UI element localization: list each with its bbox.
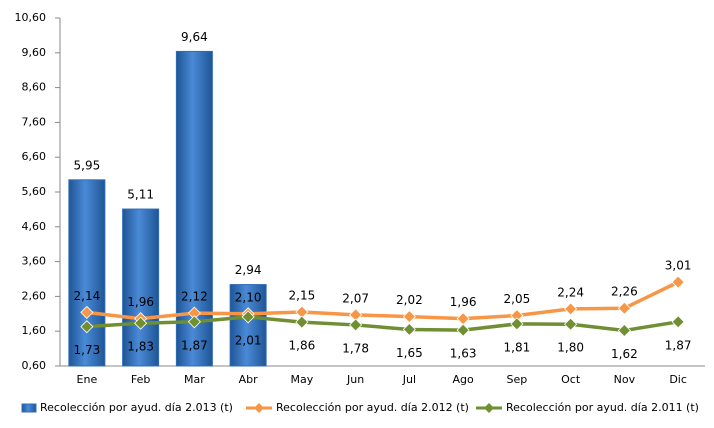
y-tick-label: 9,60 xyxy=(22,46,47,59)
bar xyxy=(122,208,160,367)
marker xyxy=(671,275,685,289)
data-label: 1,96 xyxy=(450,295,477,309)
marker xyxy=(241,310,255,324)
y-tick-label: 6,60 xyxy=(22,150,47,163)
data-label: 1,62 xyxy=(611,347,638,361)
x-tick-label: Abr xyxy=(239,373,259,386)
marker xyxy=(349,318,363,332)
data-label: 2,15 xyxy=(289,289,316,303)
x-tick-label: Sep xyxy=(507,373,528,386)
line xyxy=(86,280,679,321)
x-tick-label: Dic xyxy=(669,373,687,386)
data-label: 1,73 xyxy=(74,343,101,357)
data-label: 9,64 xyxy=(181,30,208,44)
line xyxy=(86,315,679,333)
marker xyxy=(617,323,631,338)
marker xyxy=(456,312,470,326)
bar xyxy=(229,284,267,367)
x-tick-label: Oct xyxy=(561,373,581,386)
y-tick-label: 0,60 xyxy=(22,359,47,372)
data-label: 2,07 xyxy=(342,291,369,305)
data-label: 1,63 xyxy=(450,347,477,361)
data-label: 1,83 xyxy=(127,340,154,354)
x-tick-label: Ago xyxy=(453,373,475,386)
data-label: 2,10 xyxy=(235,290,262,304)
x-tick-label: Feb xyxy=(131,373,150,386)
x-tick-label: Ene xyxy=(77,373,98,386)
data-label: 1,86 xyxy=(289,339,316,353)
y-tick-label: 10,60 xyxy=(15,11,47,24)
data-label: 2,05 xyxy=(504,292,531,306)
marker xyxy=(134,316,148,330)
data-label: 2,24 xyxy=(557,285,584,299)
marker xyxy=(80,305,94,319)
data-label: 2,12 xyxy=(181,290,208,304)
legend-swatch xyxy=(21,403,37,413)
x-tick-label: May xyxy=(291,373,314,386)
data-label: 1,87 xyxy=(665,338,692,352)
marker xyxy=(402,310,416,324)
marker xyxy=(295,315,309,329)
data-label: 1,65 xyxy=(396,346,423,360)
bar xyxy=(68,179,106,367)
data-label: 1,81 xyxy=(504,340,531,354)
data-label: 1,80 xyxy=(557,341,584,355)
legend-marker xyxy=(484,403,494,413)
legend-label: Recolección por ayud. día 2.012 (t) xyxy=(276,401,469,414)
legend-label: Recolección por ayud. día 2.011 (t) xyxy=(506,401,699,414)
data-label: 1,78 xyxy=(342,341,369,355)
y-tick-label: 8,60 xyxy=(22,81,47,94)
y-tick-label: 7,60 xyxy=(22,115,47,128)
legend-label: Recolección por ayud. día 2.013 (t) xyxy=(40,401,233,414)
data-label: 2,14 xyxy=(74,289,101,303)
data-label: 3,01 xyxy=(665,259,692,273)
x-tick-label: Mar xyxy=(184,373,205,386)
y-tick-label: 2,60 xyxy=(22,289,47,302)
x-tick-label: Jun xyxy=(346,373,364,386)
data-label: 2,94 xyxy=(235,263,262,277)
data-label: 5,11 xyxy=(127,188,154,202)
marker xyxy=(671,315,685,329)
marker xyxy=(564,317,578,331)
y-tick-label: 4,60 xyxy=(22,220,47,233)
data-label: 1,87 xyxy=(181,338,208,352)
y-tick-label: 1,60 xyxy=(22,324,47,337)
data-label: 2,02 xyxy=(396,293,423,307)
x-tick-label: Nov xyxy=(614,373,636,386)
y-tick-label: 5,60 xyxy=(22,185,47,198)
x-tick-label: Jul xyxy=(402,373,416,386)
y-tick-label: 3,60 xyxy=(22,255,47,268)
marker xyxy=(402,322,416,337)
data-label: 1,96 xyxy=(127,295,154,309)
data-label: 5,95 xyxy=(74,158,101,172)
legend-marker xyxy=(254,403,264,413)
marker xyxy=(456,323,470,337)
marker xyxy=(510,317,524,331)
data-label: 2,01 xyxy=(235,333,262,347)
marker xyxy=(617,301,631,315)
marker xyxy=(80,320,94,334)
data-label: 2,26 xyxy=(611,285,638,299)
marker xyxy=(187,315,201,329)
marker xyxy=(564,302,578,316)
